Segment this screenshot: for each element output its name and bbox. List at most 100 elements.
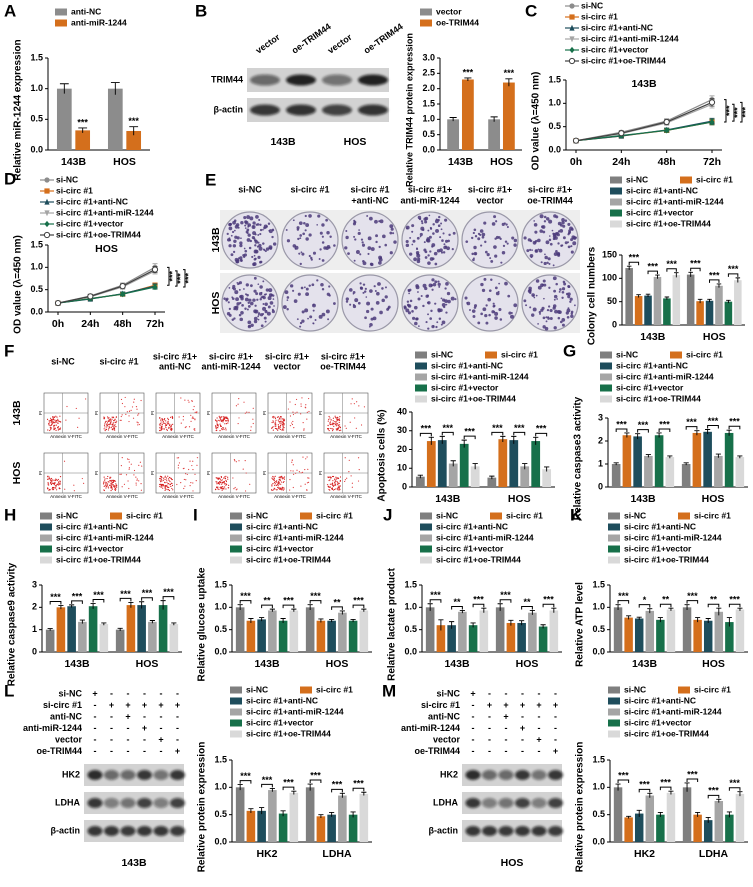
significance-bracket xyxy=(282,604,295,609)
colony xyxy=(531,293,535,297)
colony xyxy=(567,285,571,288)
colony xyxy=(238,281,243,285)
event xyxy=(106,426,108,428)
event xyxy=(300,405,302,407)
colony xyxy=(301,252,305,256)
colony xyxy=(321,235,324,238)
event xyxy=(53,479,55,481)
colony xyxy=(246,215,251,219)
event xyxy=(350,403,352,405)
event xyxy=(278,476,280,479)
y-tick-label: 1.5 xyxy=(548,74,561,84)
error-bar xyxy=(705,618,711,623)
y-tick-label: 1.0 xyxy=(548,98,561,108)
significance: ** xyxy=(710,595,718,605)
event xyxy=(166,422,168,424)
event xyxy=(128,461,130,463)
chart-title: HOS xyxy=(95,243,118,255)
legend-label: si-circ #1+anti-miR-1244 xyxy=(56,532,154,542)
event xyxy=(289,425,292,427)
treatment-sign: - xyxy=(94,746,97,756)
colony xyxy=(292,219,295,222)
colony xyxy=(406,300,410,303)
significance-bracket xyxy=(331,788,343,793)
bar xyxy=(468,625,478,652)
event xyxy=(289,489,291,491)
colony xyxy=(378,261,382,265)
colony xyxy=(538,310,542,314)
colony xyxy=(481,288,486,293)
colony xyxy=(570,314,574,319)
error-bar xyxy=(450,460,456,467)
event xyxy=(348,459,350,461)
error-bar xyxy=(59,83,69,94)
event xyxy=(163,422,165,424)
event xyxy=(332,480,334,482)
colony xyxy=(299,262,302,266)
event xyxy=(334,415,336,417)
treatment-sign: - xyxy=(554,688,557,698)
event xyxy=(224,417,226,419)
error-bar xyxy=(307,604,313,611)
event xyxy=(272,420,274,422)
error-bar xyxy=(657,617,663,623)
significance-bracket xyxy=(167,266,170,286)
significance-bracket xyxy=(638,604,651,608)
error-bar xyxy=(533,436,539,445)
event xyxy=(107,483,109,485)
event xyxy=(107,420,109,423)
event xyxy=(235,461,237,463)
legend-label: si-circ #1 xyxy=(126,510,163,520)
event xyxy=(281,428,284,430)
colony xyxy=(561,323,565,327)
colony xyxy=(389,251,393,255)
colony xyxy=(234,306,237,309)
event xyxy=(188,426,191,428)
colony xyxy=(246,238,251,242)
event xyxy=(124,406,126,408)
colony xyxy=(409,299,413,303)
colony xyxy=(532,240,537,245)
significance: *** xyxy=(740,106,750,117)
treatment-sign: + xyxy=(125,711,130,721)
colony xyxy=(244,224,247,227)
x-axis-label: Annexin V-FITC xyxy=(218,494,251,499)
significance-bracket xyxy=(451,605,463,610)
colony xyxy=(555,215,559,219)
treatment-sign: + xyxy=(125,700,130,710)
error-bar xyxy=(470,622,476,628)
legend-label: si-circ #1+vector xyxy=(246,717,314,727)
treatment-label: anti-NC xyxy=(50,711,82,721)
treatment-label: anti-miR-1244 xyxy=(23,723,82,733)
error-bar xyxy=(490,116,498,122)
colony xyxy=(345,230,348,233)
bar xyxy=(531,441,541,487)
event xyxy=(214,419,217,421)
colony xyxy=(443,243,446,246)
colony xyxy=(228,226,233,231)
colony xyxy=(424,220,428,224)
event xyxy=(114,484,116,487)
event xyxy=(337,477,339,479)
event xyxy=(160,423,162,425)
error-bar xyxy=(149,620,155,624)
treatment-sign: - xyxy=(160,723,163,733)
colony xyxy=(561,290,565,294)
colony xyxy=(537,238,541,243)
event xyxy=(110,480,112,483)
colony xyxy=(445,239,449,243)
colony xyxy=(434,302,437,305)
event xyxy=(178,462,181,464)
event xyxy=(282,419,284,421)
bar xyxy=(528,612,537,652)
event xyxy=(64,488,66,490)
error-bar xyxy=(705,816,711,823)
colony xyxy=(257,315,260,318)
event xyxy=(221,489,223,491)
error-bar xyxy=(497,603,503,611)
event xyxy=(336,480,338,483)
colony xyxy=(553,326,557,330)
legend-swatch xyxy=(40,534,52,542)
plate xyxy=(461,211,519,269)
colony xyxy=(259,260,262,264)
